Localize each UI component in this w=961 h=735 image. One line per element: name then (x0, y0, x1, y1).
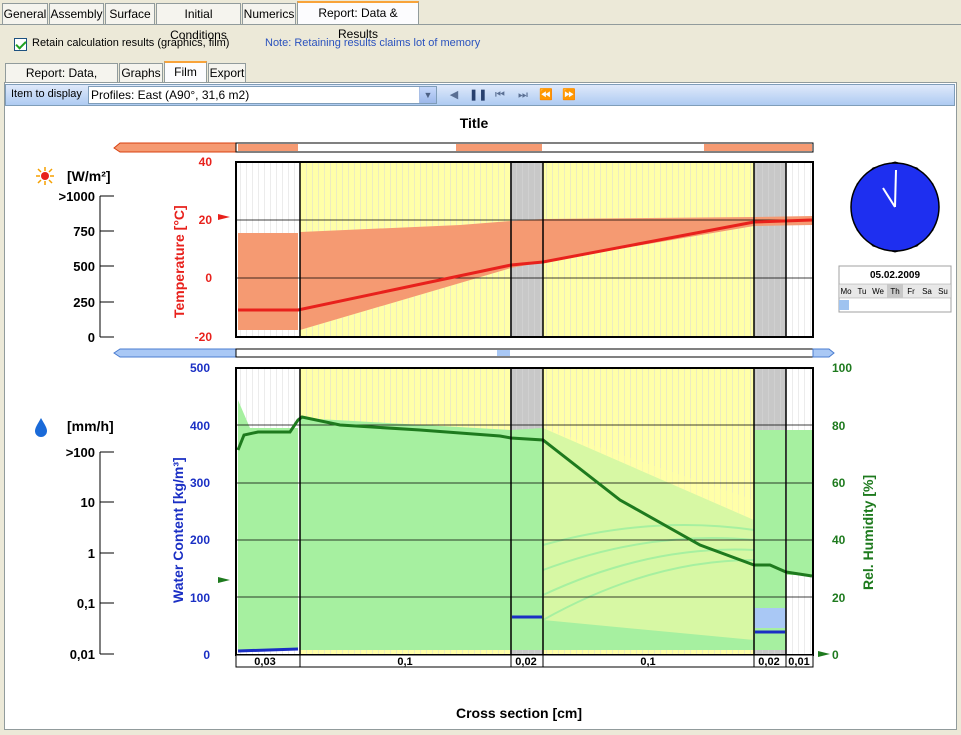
radiation-scale-750: 750 (73, 224, 95, 239)
item-select[interactable]: Profiles: East (A90°, 31,6 m2) ▼ (88, 86, 437, 104)
raindrop-icon (35, 418, 47, 437)
retain-results-checkbox[interactable] (14, 38, 27, 51)
rain-scale-0-1: 0,1 (77, 596, 95, 611)
radiation-unit: [W/m²] (67, 168, 111, 184)
rain-unit: [mm/h] (67, 418, 114, 434)
calendar-date: 05.02.2009 (870, 270, 920, 281)
rh-tick-40: 40 (832, 533, 846, 547)
rh-tick-20: 20 (832, 591, 846, 605)
wc-tick-300: 300 (190, 476, 210, 490)
rh-tick-100: 100 (832, 361, 852, 375)
rel-humidity-axis-label: Rel. Humidity [%] (860, 475, 876, 590)
rain-scale-10: 10 (81, 495, 95, 510)
temperature-line (238, 218, 813, 312)
temperature-plot (218, 161, 814, 338)
calendar-day-fr: Fr (907, 287, 915, 296)
calendar-day-tu: Tu (857, 287, 866, 296)
rain-scale-max: >100 (66, 445, 95, 460)
water-content-axis-label: Water Content [kg/m³] (170, 457, 186, 603)
step-end-icon[interactable]: ⏭ (518, 89, 528, 101)
wc-tick-500: 500 (190, 361, 210, 375)
sun-icon (36, 167, 54, 185)
tab-initial-conditions[interactable]: Initial Conditions (156, 3, 241, 42)
tab-general[interactable]: General (2, 3, 48, 24)
temp-tick-20: 20 (199, 213, 213, 227)
subtab-film[interactable]: Film (164, 61, 207, 83)
layer-thickness-5: 0,02 (758, 656, 779, 668)
tab-numerics[interactable]: Numerics (242, 3, 296, 24)
calendar-day-mo: Mo (840, 287, 852, 296)
pause-icon[interactable]: ❚❚ (469, 89, 488, 101)
tab-assembly[interactable]: Assembly (49, 3, 104, 24)
clock-icon (850, 161, 940, 253)
rain-scale-0-01: 0,01 (70, 647, 95, 662)
radiation-scale-0: 0 (88, 330, 95, 345)
wc-tick-200: 200 (190, 533, 210, 547)
calendar-day-sa: Sa (922, 287, 932, 296)
x-axis-label: Cross section [cm] (456, 705, 582, 721)
rh-tick-80: 80 (832, 419, 846, 433)
item-to-display-label: Item to display (11, 88, 82, 100)
layer-thickness-3: 0,02 (515, 656, 536, 668)
layer-thickness-2: 0,1 (397, 656, 412, 668)
subtab-export[interactable]: Export (208, 63, 246, 82)
wc-tick-400: 400 (190, 419, 210, 433)
play-back-icon[interactable]: ◀ (449, 89, 459, 101)
chart-title: Title (460, 115, 489, 131)
radiation-scale-max: >1000 (58, 189, 95, 204)
retain-results-label: Retain calculation results (graphics, fi… (32, 37, 230, 49)
tab-report-data-results[interactable]: Report: Data & Results (297, 1, 419, 41)
temp-tick-40: 40 (199, 155, 213, 169)
wc-tick-100: 100 (190, 591, 210, 605)
temp-tick-neg20: -20 (195, 330, 213, 344)
frame-forward-icon[interactable]: ⏩ (562, 89, 576, 101)
tab-divider (0, 24, 961, 25)
wc-tick-0: 0 (203, 648, 210, 662)
frame-back-icon[interactable]: ⏪ (539, 89, 553, 101)
calendar-day-su: Su (938, 287, 948, 296)
water-content-layer-1 (237, 647, 299, 653)
moisture-plot (218, 367, 830, 657)
step-start-icon[interactable]: ⏮ (495, 89, 505, 101)
temperature-axis-label: Temperature [°C] (171, 205, 187, 318)
tab-surface[interactable]: Surface (105, 3, 155, 24)
rain-scale-1: 1 (88, 546, 95, 561)
radiation-scale-250: 250 (73, 295, 95, 310)
rh-tick-60: 60 (832, 476, 846, 490)
temp-tick-0: 0 (205, 271, 212, 285)
rh-tick-0: 0 (832, 648, 839, 662)
chevron-down-icon[interactable]: ▼ (419, 87, 436, 103)
calendar-day-th: Th (890, 287, 899, 296)
moisture-boundary-bar (113, 348, 835, 358)
subtab-graphs[interactable]: Graphs (119, 63, 163, 82)
layer-thickness-6: 0,01 (788, 656, 809, 668)
layer-thickness-4: 0,1 (640, 656, 655, 668)
layer-thickness-1: 0,03 (254, 656, 275, 668)
radiation-scale-500: 500 (73, 259, 95, 274)
memory-note: Note: Retaining results claims lot of me… (265, 37, 481, 49)
calendar-day-we: We (872, 287, 884, 296)
relative-humidity-line (236, 415, 813, 578)
temperature-boundary-bar (113, 142, 814, 153)
calendar (838, 265, 952, 313)
item-select-value: Profiles: East (A90°, 31,6 m2) (91, 88, 250, 102)
